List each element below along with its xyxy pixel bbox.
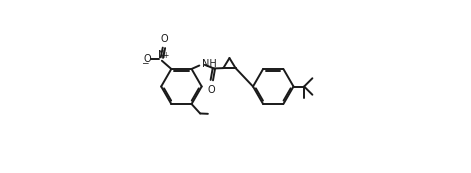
Text: −: − (141, 58, 148, 67)
Text: O: O (144, 54, 152, 64)
Text: NH: NH (202, 59, 216, 69)
Text: +: + (162, 51, 168, 60)
Text: N: N (158, 50, 166, 60)
Text: O: O (160, 34, 168, 44)
Text: O: O (208, 85, 215, 95)
